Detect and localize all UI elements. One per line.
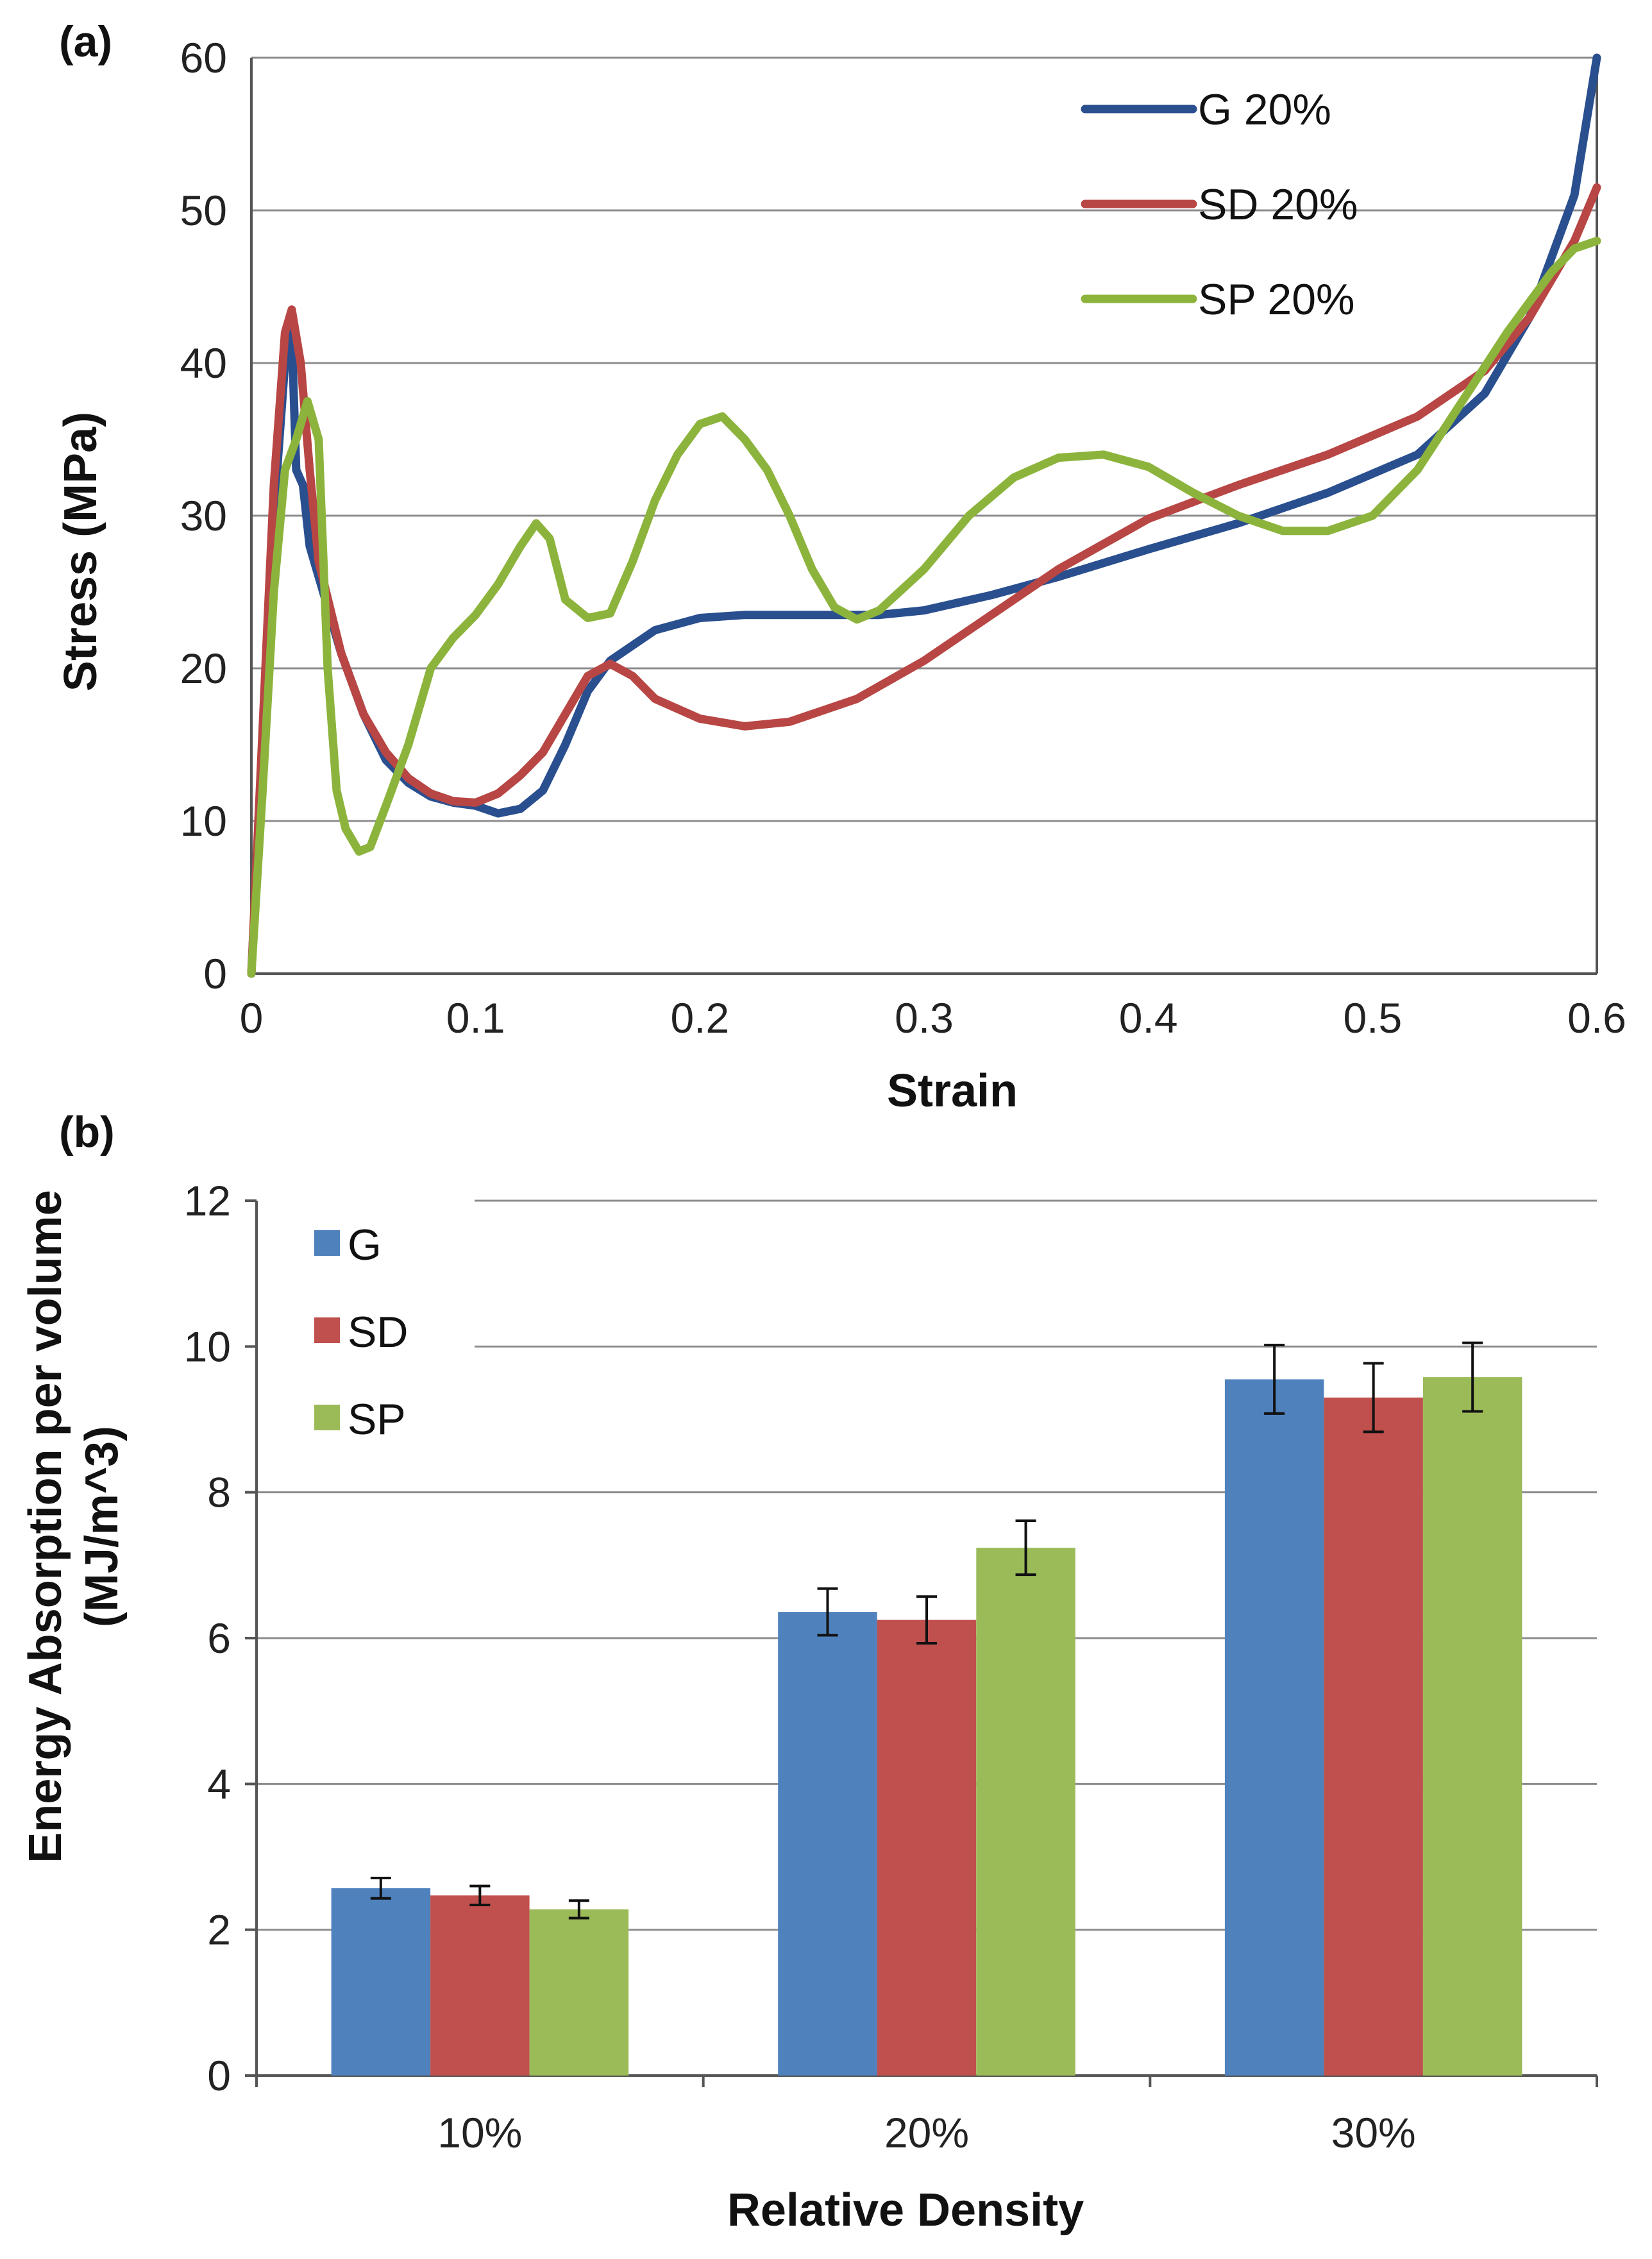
- b-legend-label: G: [348, 1221, 382, 1269]
- a-y-axis-title: Stress (MPa): [55, 412, 106, 691]
- b-y-tick-label: 12: [184, 1177, 231, 1224]
- a-axes: [250, 58, 1598, 975]
- b-bar-sd-20: [877, 1620, 977, 2076]
- a-y-tick-label: 10: [180, 797, 227, 845]
- a-series-line-sd: [247, 183, 1601, 978]
- b-legend-swatch: [314, 1230, 340, 1256]
- b-y-axis-title: Energy Absorption per volume: [20, 1190, 71, 1863]
- b-x-axis-title: Relative Density: [727, 2185, 1084, 2236]
- a-x-tick-label: 0: [240, 994, 264, 1042]
- b-y-tick-label: 0: [207, 2052, 231, 2099]
- a-x-tick-label: 0.3: [895, 994, 954, 1042]
- a-y-tick-label: 20: [180, 645, 227, 692]
- b-bar-sd-10: [430, 1895, 530, 2076]
- a-y-tick-label: 40: [180, 339, 227, 387]
- b-bar-sp-10: [529, 1909, 629, 2076]
- a-x-axis-title: Strain: [887, 1065, 1018, 1117]
- stress-strain-chart: (a) 0 10 20 30 40 50 60 0 0.1 0.2 0.3 0.4 0.5 0.6 St…: [55, 17, 1626, 1117]
- a-series-line-g: [247, 53, 1601, 978]
- a-legend: G 20% SD 20% SP 20%: [1081, 85, 1358, 324]
- b-bar-g-20: [778, 1612, 877, 2076]
- b-legend-swatch: [314, 1405, 340, 1430]
- b-bar-g-30: [1224, 1379, 1324, 2076]
- a-y-tick-label: 50: [180, 187, 227, 234]
- a-y-tick-label: 60: [180, 34, 227, 81]
- panel-b-label: (b): [59, 1108, 115, 1156]
- a-legend-label: SP 20%: [1198, 275, 1354, 324]
- b-x-tick-label: 20%: [884, 2109, 969, 2156]
- b-x-tick-label: 10%: [437, 2109, 522, 2156]
- b-bar-sd-30: [1324, 1397, 1423, 2076]
- a-legend-label: SD 20%: [1198, 180, 1358, 229]
- a-x-tick-labels: 0 0.1 0.2 0.3 0.4 0.5 0.6: [240, 994, 1626, 1042]
- b-bar-sp-30: [1422, 1377, 1522, 2076]
- b-y-tick-label: 6: [207, 1614, 231, 1662]
- b-y-tick-label: 4: [207, 1760, 231, 1807]
- b-bars: [331, 1377, 1522, 2076]
- a-y-tick-label: 30: [180, 492, 227, 539]
- b-x-tick-labels: 10% 20% 30%: [437, 2109, 1415, 2156]
- a-legend-label: G 20%: [1198, 85, 1331, 134]
- b-legend-swatch: [314, 1317, 340, 1343]
- b-y-tick-label: 8: [207, 1469, 231, 1516]
- b-bar-sp-20: [976, 1548, 1075, 2076]
- a-x-tick-label: 0.5: [1343, 994, 1402, 1042]
- b-legend-label: SD: [348, 1308, 408, 1357]
- b-x-tick-label: 30%: [1331, 2109, 1416, 2156]
- b-bar-g-10: [331, 1888, 431, 2076]
- b-legend-label: SP: [348, 1395, 406, 1444]
- b-y-tick-labels: 0 2 4 6 8 10 12: [184, 1177, 231, 2099]
- energy-absorption-chart: (b) 0 2 4 6 8 10 12 10% 20% 30% Relative Density…: [20, 1108, 1598, 2236]
- a-series-lines: [247, 53, 1601, 978]
- panel-a-label: (a): [59, 17, 112, 66]
- a-series-line-sp: [247, 237, 1601, 978]
- b-y-tick-label: 10: [184, 1323, 231, 1370]
- a-y-tick-labels: 0 10 20 30 40 50 60: [180, 34, 227, 997]
- b-y-axis-units: (MJ/m^3): [76, 1426, 128, 1627]
- b-error-bars: [370, 1341, 1483, 1920]
- a-x-tick-label: 0.4: [1119, 994, 1178, 1042]
- a-gridlines: [251, 56, 1597, 822]
- b-legend: G SD SP: [314, 1221, 408, 1444]
- a-x-tick-label: 0.6: [1567, 994, 1626, 1042]
- a-y-tick-label: 0: [203, 950, 227, 997]
- a-x-tick-label: 0.1: [446, 994, 505, 1042]
- b-y-tick-label: 2: [207, 1906, 231, 1954]
- a-x-tick-label: 0.2: [670, 994, 729, 1042]
